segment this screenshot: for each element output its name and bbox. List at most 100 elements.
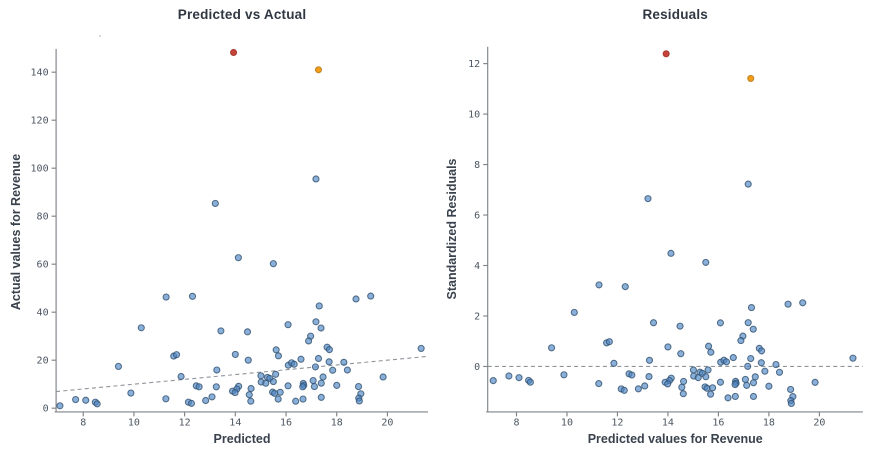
y-tick-label: 0 <box>474 362 480 373</box>
scatter-point-observations <box>309 377 317 385</box>
scatter-point-observations <box>547 344 556 352</box>
scatter-point-observations <box>262 379 270 387</box>
scatter-point-observations <box>749 325 757 333</box>
y-tick-label: 2 <box>474 311 480 322</box>
scatter-point-observations <box>709 384 717 392</box>
scatter-point-observations <box>747 304 756 312</box>
scatter-point-observations <box>202 396 210 405</box>
scatter-point-observations <box>758 347 766 355</box>
scatter-point-observations <box>310 383 319 391</box>
scatter-point-observations <box>676 322 684 330</box>
scatter-point-observations <box>325 346 333 354</box>
scatter-point-observations <box>343 366 351 374</box>
scatter-point-observations <box>620 386 628 394</box>
scatter-point-highlighted-outlier-orange <box>747 74 755 82</box>
scatter-point-observations <box>737 337 745 345</box>
y-tick-label: 10 <box>468 109 480 120</box>
scatter-point-observations <box>274 352 283 360</box>
scatter-point-observations <box>641 382 649 390</box>
scatter-point-observations <box>188 292 197 300</box>
scatter-point-observations <box>731 380 739 389</box>
y-tick-label: 6 <box>474 210 480 221</box>
scatter-point-observations <box>664 343 672 351</box>
scatter-point-observations <box>311 363 320 371</box>
y-tick-label: 8 <box>474 160 480 171</box>
x-tick-label: 20 <box>381 418 393 429</box>
x-tick-label: 20 <box>813 418 825 429</box>
scatter-point-observations <box>489 377 497 385</box>
scatter-point-observations <box>231 389 239 397</box>
scatter-point-observations <box>162 293 170 301</box>
scatter-point-observations <box>772 360 780 369</box>
scatter-point-observations <box>667 249 675 257</box>
scatter-point-observations <box>245 391 253 399</box>
scatter-point-observations <box>56 402 64 410</box>
scatter-point-observations <box>680 377 688 385</box>
scatter-point-observations <box>741 375 749 384</box>
scatter-point-observations <box>314 354 323 363</box>
scatter-point-observations <box>177 372 185 381</box>
scatter-point-observations <box>312 175 320 183</box>
y-tick-label: 80 <box>37 212 49 223</box>
scatter-point-observations <box>231 350 239 358</box>
scatter-point-observations <box>526 378 534 386</box>
scatter-point-observations <box>649 319 658 327</box>
scatter-point-observations <box>317 393 325 401</box>
scatter-point-observations <box>162 395 170 403</box>
scatter-point-observations <box>775 368 784 376</box>
scatter-point-observations <box>272 370 280 378</box>
scatter-point-observations <box>72 395 80 404</box>
scatter-point-observations <box>297 355 305 363</box>
scatter-point-observations <box>645 356 654 364</box>
screenshot-speck-artifact <box>99 35 101 37</box>
right-x-axis-label: Predicted values for Revenue <box>587 432 763 446</box>
scatter-point-observations <box>716 378 725 386</box>
y-tick-label: 40 <box>37 308 49 319</box>
scatter-point-observations <box>212 383 220 391</box>
scatter-point-observations <box>722 358 731 366</box>
scatter-point-observations <box>317 379 325 387</box>
scatter-point-observations <box>634 385 642 393</box>
scatter-point-observations <box>744 362 752 370</box>
scatter-point-observations <box>787 385 795 394</box>
scatter-point-observations <box>292 397 300 405</box>
scatter-point-highlighted-outlier-red <box>662 50 670 58</box>
x-tick-label: 14 <box>229 418 241 429</box>
y-tick-label: 140 <box>31 68 49 79</box>
scatter-point-observations <box>195 383 203 391</box>
scatter-point-observations <box>82 396 90 404</box>
scatter-point-observations <box>247 397 255 405</box>
scatter-point-observations <box>570 308 578 317</box>
x-tick-label: 12 <box>179 418 191 429</box>
scatter-point-observations <box>784 300 792 308</box>
scatter-point-observations <box>689 366 697 374</box>
x-tick-label: 16 <box>712 418 724 429</box>
scatter-point-observations <box>208 393 216 401</box>
x-tick-label: 16 <box>280 418 292 429</box>
scatter-point-observations <box>172 351 181 359</box>
scatter-point-observations <box>702 258 710 266</box>
scatter-point-observations <box>257 372 265 380</box>
scatter-point-observations <box>379 373 387 381</box>
scatter-point-observations <box>247 384 255 393</box>
y-tick-label: 100 <box>31 164 49 175</box>
scatter-point-observations <box>352 295 360 303</box>
scatter-point-observations <box>560 371 568 379</box>
scatter-point-observations <box>704 366 712 374</box>
scatter-point-observations <box>749 392 758 401</box>
scatter-point-observations <box>644 195 652 203</box>
x-tick-label: 10 <box>128 418 140 429</box>
scatter-point-observations <box>694 374 702 382</box>
scatter-point-observations <box>787 399 795 408</box>
scatter-point-observations <box>354 383 363 391</box>
x-tick-label: 8 <box>513 418 519 429</box>
scatter-point-observations <box>276 388 284 396</box>
scatter-point-observations <box>355 397 363 405</box>
scatter-point-observations <box>707 348 715 356</box>
scatter-point-observations <box>610 359 618 367</box>
scatter-point-highlighted-outlier-red <box>229 48 238 57</box>
scatter-point-observations <box>765 382 773 390</box>
scatter-point-observations <box>299 395 307 403</box>
scatter-point-observations <box>678 383 686 391</box>
